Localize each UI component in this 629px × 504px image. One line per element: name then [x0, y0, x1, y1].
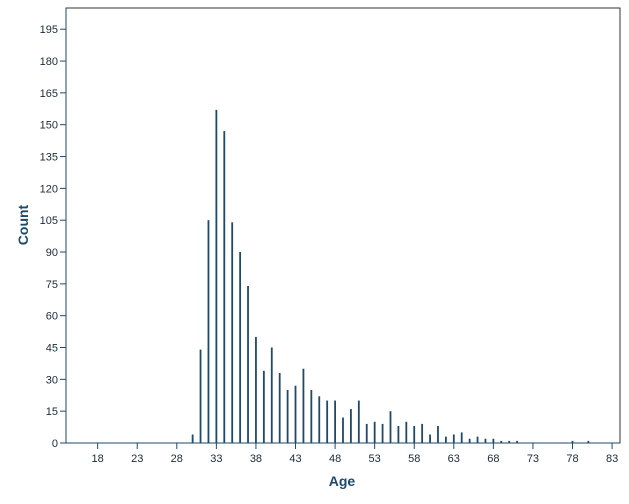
- bar: [278, 372, 281, 443]
- plot-border: [65, 7, 621, 444]
- bar: [302, 368, 305, 443]
- y-tick-label: 180: [40, 56, 58, 68]
- bar: [571, 440, 574, 443]
- y-tick-label: 60: [46, 311, 58, 323]
- y-axis: 0 15 30 45 60 75 90 105 120 135 150 165 180 195: [40, 8, 67, 450]
- bars-group: [191, 109, 590, 443]
- bar: [310, 389, 313, 443]
- x-tick-label: 68: [487, 453, 499, 465]
- bar: [437, 426, 439, 443]
- bar: [207, 220, 210, 443]
- x-axis-title: Age: [329, 473, 356, 489]
- x-axis: 18 23 28 33 38 43 48 53 58 63 68 73 78 83: [66, 442, 620, 465]
- y-tick-label: 90: [46, 247, 58, 259]
- x-tick-label: 48: [329, 453, 341, 465]
- x-tick-label: 43: [289, 453, 301, 465]
- y-tick-label: 120: [40, 183, 58, 195]
- bar: [476, 436, 479, 443]
- bar: [294, 385, 297, 443]
- bar: [342, 417, 344, 443]
- x-tick-label: 83: [606, 453, 618, 465]
- y-tick-label: 150: [40, 120, 58, 132]
- bar: [334, 400, 336, 443]
- bar: [191, 434, 194, 443]
- bar: [247, 285, 249, 443]
- bar: [492, 438, 495, 443]
- x-tick-label: 23: [131, 453, 143, 465]
- bar: [429, 434, 431, 443]
- bar: [215, 109, 218, 443]
- bar: [231, 222, 234, 443]
- y-tick-label: 45: [46, 343, 58, 355]
- x-tick-label: 53: [369, 453, 381, 465]
- x-tick-label: 28: [171, 453, 183, 465]
- bar: [484, 438, 487, 443]
- bar: [326, 400, 329, 443]
- x-tick-label: 73: [527, 453, 539, 465]
- bar: [270, 347, 273, 443]
- bar: [357, 400, 360, 443]
- bar: [286, 389, 289, 443]
- bar: [468, 438, 471, 443]
- plot-frame: [65, 7, 621, 444]
- bar: [389, 411, 392, 443]
- bar: [397, 426, 400, 443]
- y-axis-title: Count: [15, 204, 31, 245]
- y-tick-label: 15: [46, 406, 58, 418]
- bar: [373, 421, 376, 443]
- x-tick-label: 33: [210, 453, 222, 465]
- x-tick-label: 78: [566, 453, 578, 465]
- y-tick-label: 195: [40, 24, 58, 36]
- bar: [365, 423, 368, 443]
- x-tick-label: 18: [92, 453, 104, 465]
- bar: [421, 423, 424, 443]
- y-tick-label: 30: [46, 374, 58, 386]
- y-tick-label: 0: [52, 438, 58, 450]
- y-tick-label: 105: [40, 215, 58, 227]
- bar: [460, 432, 463, 443]
- y-tick-label: 75: [46, 279, 58, 291]
- bar: [199, 349, 202, 443]
- x-tick-label: 38: [250, 453, 262, 465]
- bar: [500, 440, 503, 443]
- bar: [516, 440, 519, 443]
- bar: [587, 440, 590, 443]
- bar: [223, 131, 226, 443]
- bar: [508, 440, 511, 443]
- bar: [444, 436, 447, 443]
- y-tick-label: 135: [40, 152, 58, 164]
- bar: [255, 336, 257, 443]
- x-tick-label: 58: [408, 453, 420, 465]
- bar: [262, 370, 265, 443]
- bar: [452, 434, 455, 443]
- bar: [318, 396, 321, 443]
- x-tick-label: 63: [448, 453, 460, 465]
- bar: [239, 252, 242, 443]
- y-tick-label: 165: [40, 88, 58, 100]
- bar: [381, 423, 384, 443]
- bar: [405, 421, 408, 443]
- bar: [413, 426, 416, 443]
- bar: [350, 409, 352, 443]
